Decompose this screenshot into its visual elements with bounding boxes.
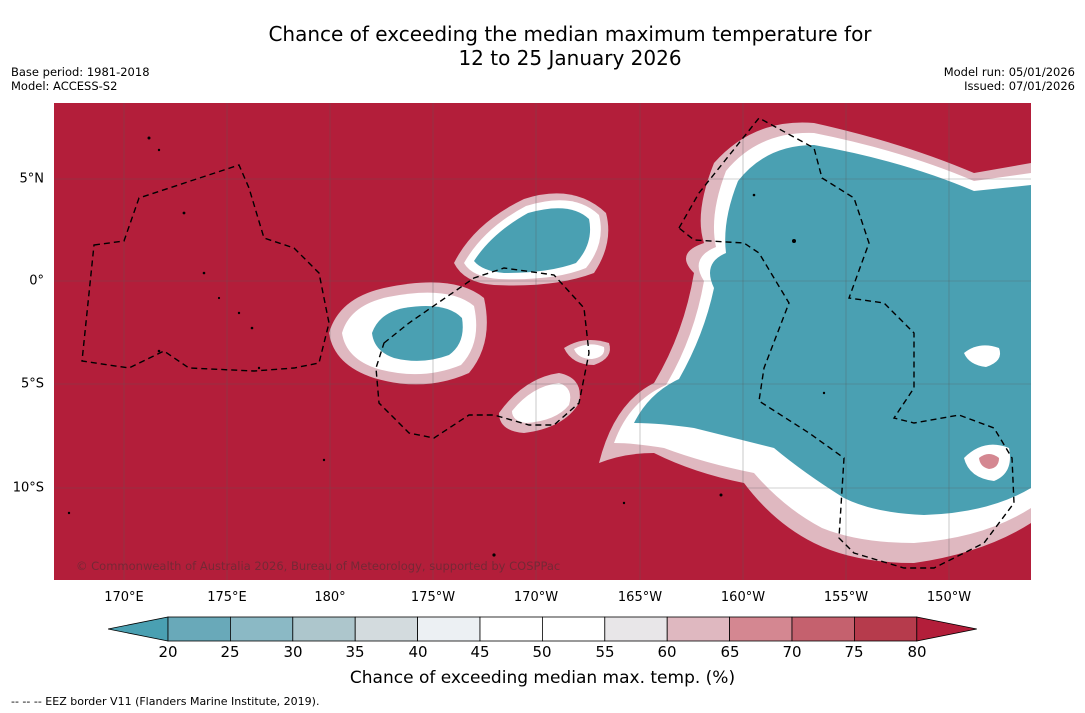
model-run: Model run: 05/01/2026 xyxy=(943,65,1075,79)
title-line-2: 12 to 25 January 2026 xyxy=(458,46,682,70)
graticule xyxy=(54,103,1031,580)
colorbar-label: Chance of exceeding median max. temp. (%… xyxy=(349,668,736,688)
colorbar-segment xyxy=(292,616,356,642)
cb-tick-55: 55 xyxy=(595,643,615,661)
x-tick-175e: 175°E xyxy=(207,590,247,605)
colorbar-extend-high xyxy=(916,616,977,642)
base-period: Base period: 1981-2018 xyxy=(11,65,150,79)
cb-tick-60: 60 xyxy=(657,643,677,661)
x-tick-170e: 170°E xyxy=(104,590,144,605)
cool-region-east xyxy=(599,122,1031,563)
colorbar-segment xyxy=(167,616,231,642)
cb-tick-25: 25 xyxy=(220,643,240,661)
forecast-map: © Commonwealth of Australia 2026, Bureau… xyxy=(54,103,1031,580)
cb-tick-35: 35 xyxy=(345,643,365,661)
colorbar-segment xyxy=(854,616,918,642)
colorbar-segment xyxy=(604,616,668,642)
colorbar-segment xyxy=(417,616,481,642)
colorbar-segment xyxy=(666,616,731,642)
y-tick-10s: 10°S xyxy=(12,480,44,496)
colorbar-extend-low xyxy=(108,616,169,642)
meta-right: Model run: 05/01/2026 Issued: 07/01/2026 xyxy=(944,65,1075,93)
colorbar-segments xyxy=(108,616,977,642)
model-name: Model: ACCESS-S2 xyxy=(11,79,118,93)
colorbar-segment xyxy=(354,616,418,642)
cb-tick-80: 80 xyxy=(907,643,927,661)
cb-tick-45: 45 xyxy=(470,643,490,661)
islands xyxy=(67,136,826,557)
cool-region-west xyxy=(329,282,487,385)
x-tick-165w: 165°W xyxy=(617,590,663,605)
colorbar-segment xyxy=(791,616,855,642)
cb-tick-40: 40 xyxy=(408,643,428,661)
x-tick-175w: 175°W xyxy=(410,590,456,605)
colorbar-segment xyxy=(729,616,793,642)
x-tick-170w: 170°W xyxy=(513,590,559,605)
cb-tick-75: 75 xyxy=(844,643,864,661)
colorbar-segment xyxy=(479,616,543,642)
cb-tick-20: 20 xyxy=(158,643,178,661)
x-tick-180: 180° xyxy=(314,590,346,605)
title-line-1: Chance of exceeding the median maximum t… xyxy=(268,22,872,46)
x-tick-160w: 160°W xyxy=(720,590,766,605)
cool-region-north xyxy=(454,193,609,286)
cb-tick-65: 65 xyxy=(720,643,740,661)
colorbar xyxy=(108,616,977,642)
colorbar-segment xyxy=(541,616,606,642)
y-tick-5n: 5°N xyxy=(19,171,45,187)
y-tick-0: 0° xyxy=(29,273,44,289)
x-tick-150w: 150°W xyxy=(926,590,972,605)
cb-tick-50: 50 xyxy=(532,643,552,661)
colorbar-segment xyxy=(230,616,294,642)
map-title: Chance of exceeding the median maximum t… xyxy=(0,22,1085,70)
eez-footnote: -- -- -- EEZ border V11 (Flanders Marine… xyxy=(11,695,320,708)
issued-date: Issued: 07/01/2026 xyxy=(964,79,1075,93)
copyright-notice: © Commonwealth of Australia 2026, Bureau… xyxy=(76,559,561,573)
eez-borders xyxy=(81,117,1015,569)
cb-tick-30: 30 xyxy=(283,643,303,661)
y-tick-5s: 5°S xyxy=(20,376,44,392)
map-svg xyxy=(54,103,1031,580)
cb-tick-70: 70 xyxy=(782,643,802,661)
x-tick-155w: 155°W xyxy=(823,590,869,605)
meta-left: Base period: 1981-2018 Model: ACCESS-S2 xyxy=(11,65,150,93)
